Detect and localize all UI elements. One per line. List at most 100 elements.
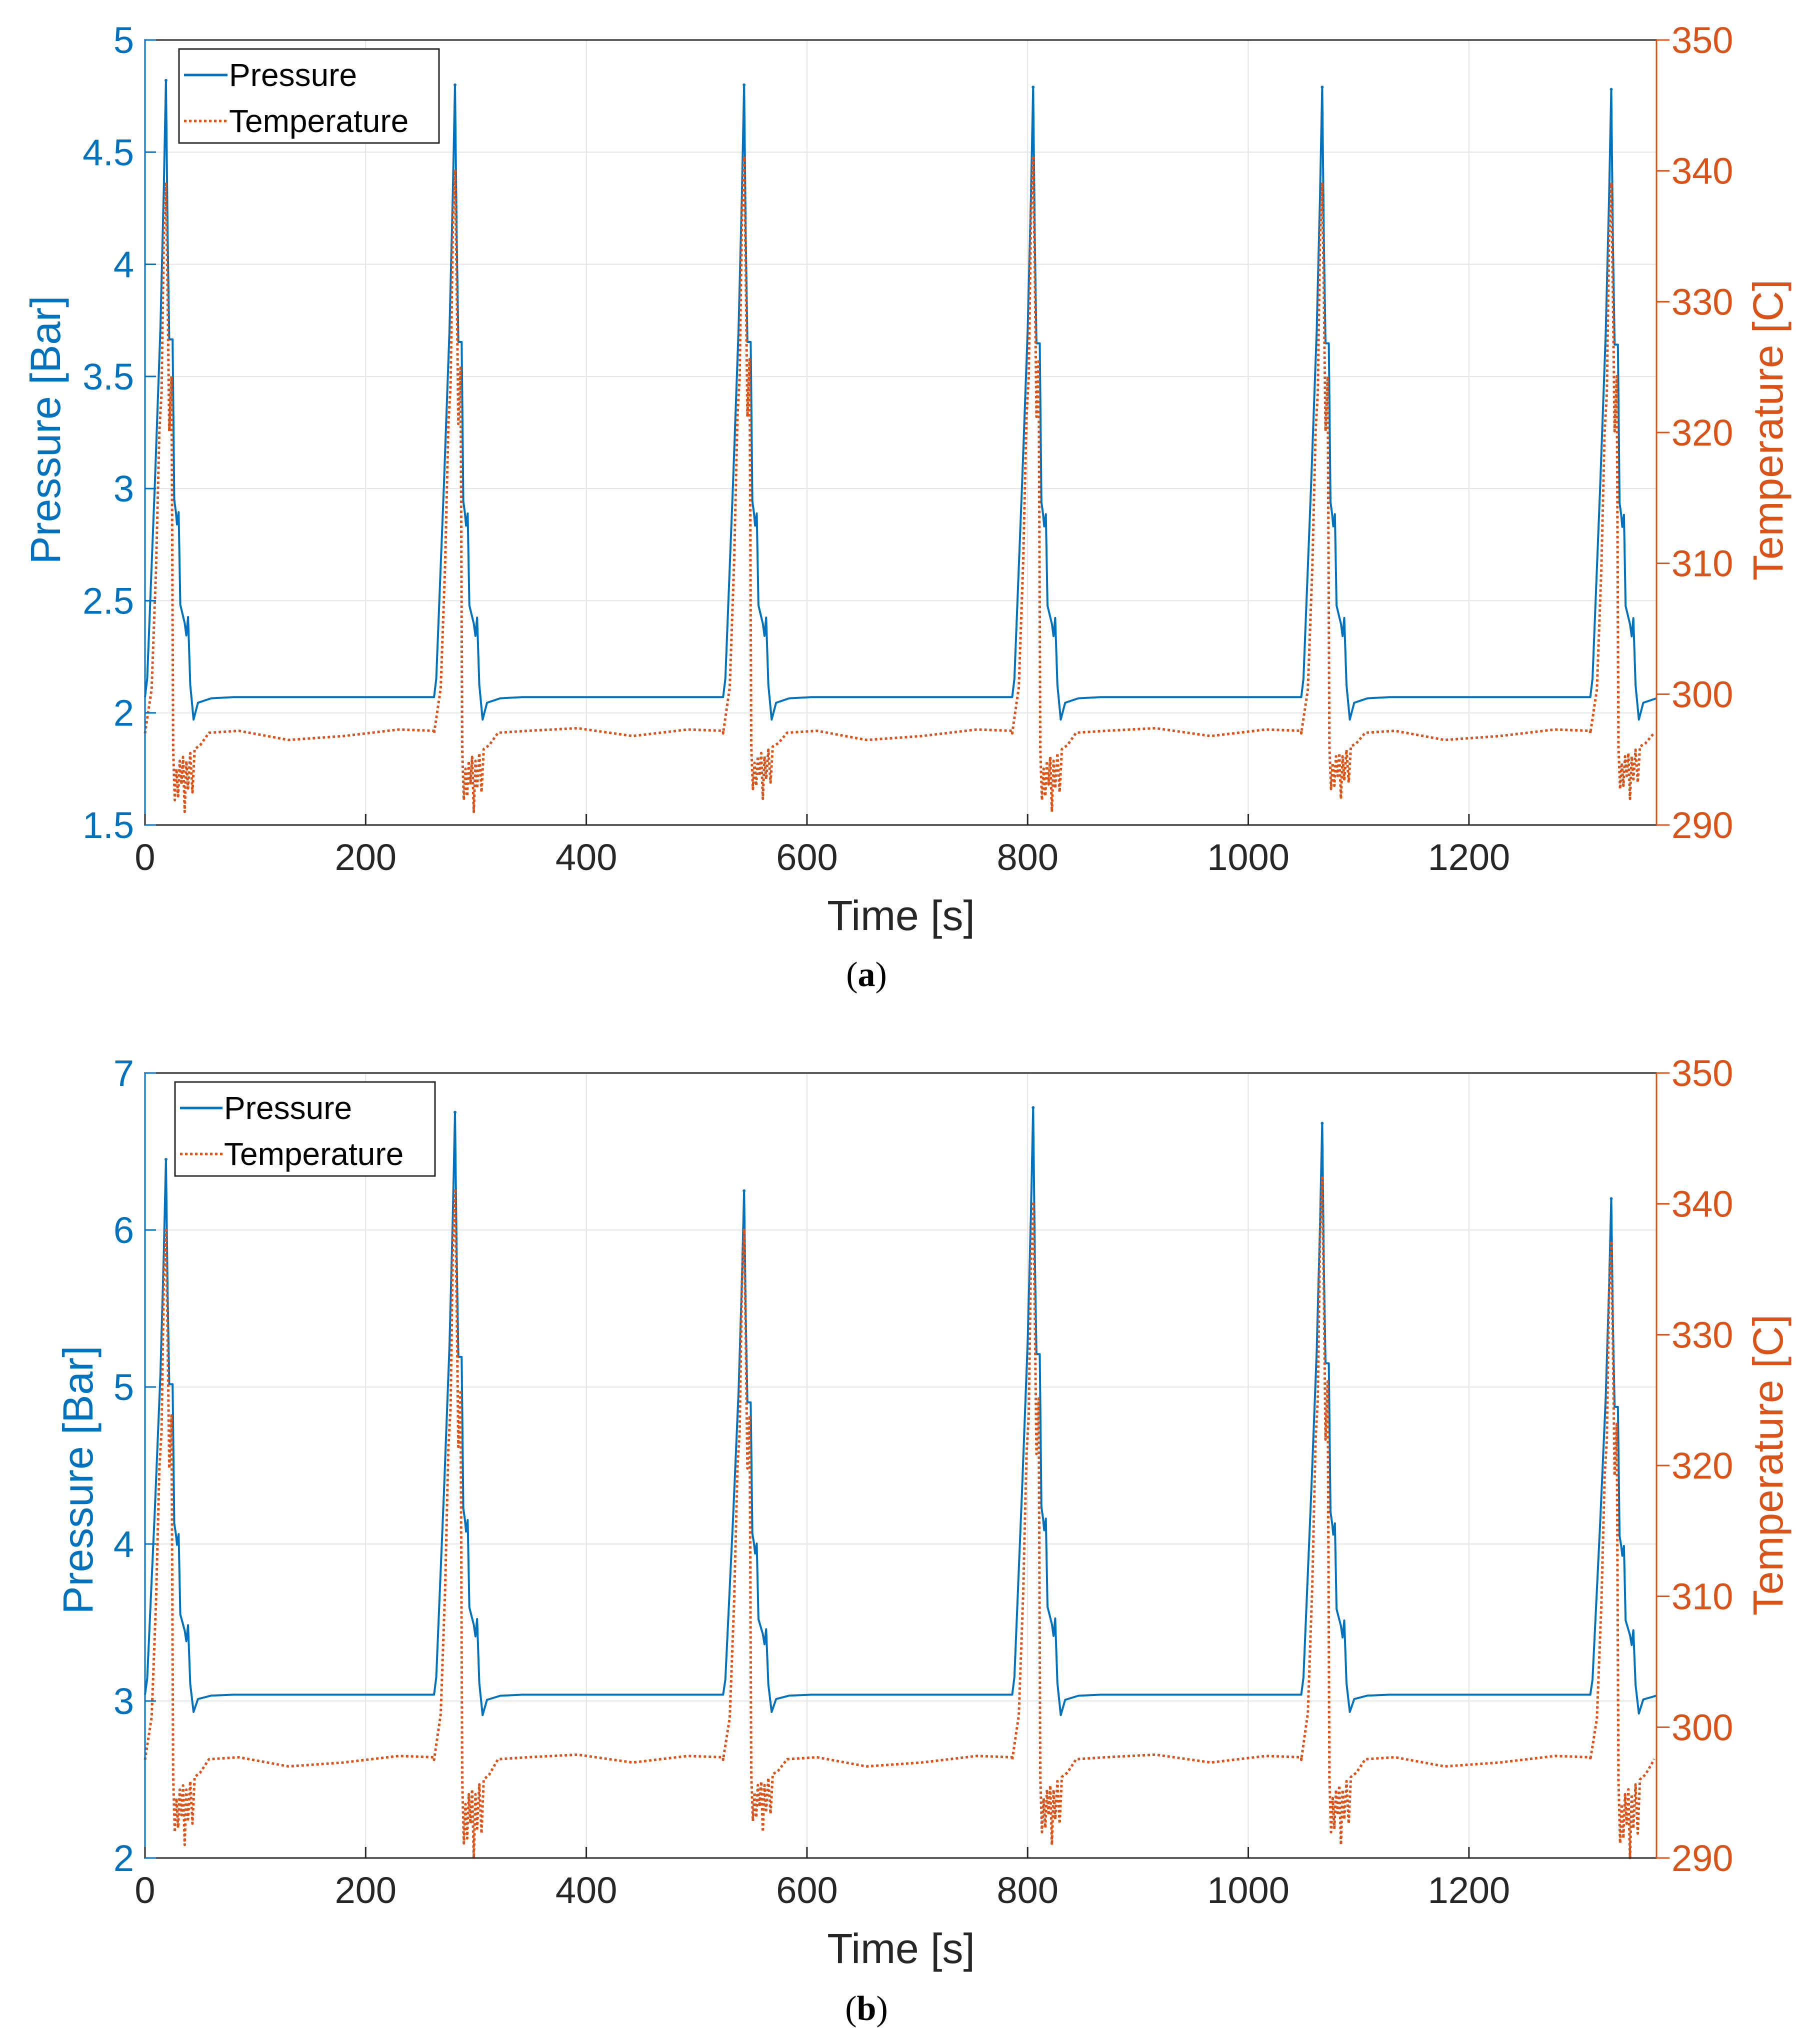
pressure-peak-point <box>742 1189 746 1192</box>
y-tick-label-right: 330 <box>1672 1314 1733 1356</box>
x-tick-label: 0 <box>134 836 155 878</box>
y-tick-label-left: 5 <box>114 1366 134 1408</box>
y-tick-label-left: 2.5 <box>82 580 134 622</box>
x-tick-label: 200 <box>335 836 396 878</box>
x-tick-label: 0 <box>134 1870 155 1911</box>
x-tick-label: 1000 <box>1207 1870 1290 1911</box>
y-tick-label-left: 7 <box>114 1052 134 1094</box>
temperature-peak-point <box>1320 182 1324 186</box>
series-layer-a <box>144 78 1657 814</box>
y-tick-label-left: 4.5 <box>82 132 134 173</box>
x-tick-label: 200 <box>335 1870 396 1911</box>
legend-label-temperature: Temperature <box>224 1136 404 1172</box>
y-tick-label-right: 290 <box>1672 804 1733 846</box>
series-layer-b <box>144 1106 1657 1860</box>
pressure-peak-point <box>1032 1106 1035 1110</box>
temperature-peak-point <box>1032 1202 1035 1206</box>
x-tick-label: 400 <box>556 836 617 878</box>
y-tick-label-left: 4 <box>114 1524 134 1565</box>
x-tick-label: 800 <box>997 836 1058 878</box>
caption-letter: a <box>858 956 876 994</box>
x-axis-label: Time [s] <box>827 1925 975 1972</box>
legend-box <box>174 1081 436 1177</box>
y-axis-label-left: Pressure [Bar] <box>22 296 69 564</box>
legend-label-pressure: Pressure <box>224 1090 352 1126</box>
tick-labels-b: 0 200 400 600 800 1000 1200 2 3 4 5 6 7 290 300 310 320 3… <box>114 1052 1734 1911</box>
x-tick-label: 600 <box>776 836 838 878</box>
y-tick-label-left: 5 <box>114 20 134 61</box>
series-line-temperature <box>144 156 1656 814</box>
y-axis-label-right: Temperature [C] <box>1744 1314 1792 1616</box>
series-line-pressure <box>144 1106 1657 1716</box>
series-line-pressure <box>144 79 1657 721</box>
y-tick-label-left: 3 <box>114 1680 134 1722</box>
y-tick-label-right: 350 <box>1672 1052 1733 1094</box>
caption-open: ( <box>846 956 858 994</box>
y-tick-label-left: 6 <box>114 1210 134 1251</box>
temperature-peak-point <box>164 1228 168 1232</box>
temperature-peak-point <box>1610 1242 1613 1245</box>
y-tick-label-right: 350 <box>1672 20 1733 61</box>
pressure-peak-point <box>164 1158 168 1161</box>
x-tick-label: 400 <box>556 1870 617 1911</box>
y-tick-label-right: 330 <box>1672 281 1733 322</box>
temperature-peak-point <box>742 156 746 160</box>
temperature-peak-point <box>1610 182 1613 186</box>
grid-lines-a <box>144 40 1656 826</box>
axes-a <box>144 39 1670 826</box>
pressure-peak-point <box>454 1110 457 1114</box>
panel-a: 0 200 400 600 800 1000 1200 1.5 2 2.5 3 3.5 4 4.5 5 290… <box>22 20 1792 994</box>
y-tick-label-left: 3 <box>114 468 134 510</box>
y-axis-label-right: Temperature [C] <box>1744 280 1792 580</box>
y-tick-label-right: 290 <box>1672 1838 1733 1879</box>
pressure-peak-point <box>454 83 457 86</box>
y-tick-label-right: 310 <box>1672 1576 1733 1618</box>
y-tick-label-right: 310 <box>1672 543 1733 584</box>
legend: Pressure Temperature <box>174 1081 436 1177</box>
temperature-peak-point <box>1320 1176 1324 1180</box>
x-tick-label: 1200 <box>1428 1870 1510 1911</box>
y-tick-label-right: 340 <box>1672 150 1733 192</box>
caption-letter: b <box>857 1990 876 2028</box>
tick-labels-a: 0 200 400 600 800 1000 1200 1.5 2 2.5 3 3.5 4 4.5 5 290… <box>82 20 1733 878</box>
x-tick-label: 800 <box>997 1870 1058 1911</box>
y-tick-label-right: 300 <box>1672 1706 1733 1748</box>
y-tick-label-left: 2 <box>114 692 134 734</box>
pressure-peak-point <box>1610 1197 1613 1200</box>
x-axis-label: Time [s] <box>827 892 975 939</box>
series-line-temperature <box>144 1176 1656 1860</box>
y-tick-label-right: 320 <box>1672 1445 1733 1486</box>
temperature-peak-point <box>164 182 168 186</box>
legend-box <box>178 48 440 144</box>
x-tick-label: 1000 <box>1207 836 1290 878</box>
temperature-peak-point <box>1032 156 1035 160</box>
y-tick-label-right: 320 <box>1672 412 1733 454</box>
pressure-peak-point <box>1610 88 1613 91</box>
temperature-peak-point <box>454 1189 457 1192</box>
y-tick-label-right: 300 <box>1672 674 1733 715</box>
caption-close: ) <box>876 956 887 994</box>
x-tick-label: 600 <box>776 1870 838 1911</box>
legend: Pressure Temperature <box>178 48 440 144</box>
caption-open: ( <box>845 1990 856 2028</box>
y-tick-label-left: 2 <box>114 1838 134 1879</box>
temperature-peak-point <box>742 1228 746 1232</box>
x-tick-label: 1200 <box>1428 836 1510 878</box>
y-axis-label-left: Pressure [Bar] <box>54 1346 102 1614</box>
caption-close: ) <box>876 1990 888 2028</box>
y-tick-label-left: 1.5 <box>82 804 134 846</box>
panel-b: 0 200 400 600 800 1000 1200 2 3 4 5 6 7 290 300 310 320 3… <box>54 1052 1792 2028</box>
temperature-peak-point <box>454 169 457 172</box>
pressure-peak-point <box>1032 86 1035 89</box>
pressure-peak-point <box>1320 86 1324 89</box>
axes-b <box>144 1072 1670 1859</box>
pressure-peak-point <box>164 78 168 82</box>
y-tick-label-left: 3.5 <box>82 356 134 398</box>
y-tick-label-right: 340 <box>1672 1184 1733 1225</box>
legend-label-temperature: Temperature <box>229 103 408 139</box>
panel-caption: (b) <box>845 1990 888 2028</box>
panel-caption: (a) <box>846 956 887 994</box>
pressure-peak-point <box>1320 1122 1324 1125</box>
